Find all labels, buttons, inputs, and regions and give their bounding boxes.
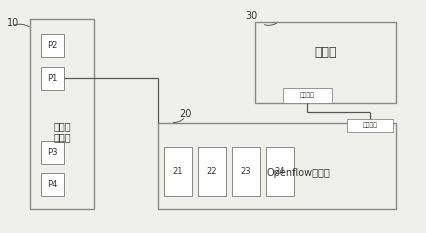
- Bar: [41, 173, 64, 196]
- Bar: [256, 21, 396, 103]
- Bar: [41, 67, 64, 90]
- Text: 收发包
测试仪: 收发包 测试仪: [53, 121, 71, 142]
- Bar: [41, 34, 64, 58]
- Text: 10: 10: [7, 18, 19, 28]
- Text: 控制器: 控制器: [314, 46, 337, 59]
- Text: 20: 20: [179, 109, 191, 119]
- Bar: [232, 147, 260, 196]
- Text: 22: 22: [207, 167, 217, 176]
- Text: P2: P2: [48, 41, 58, 50]
- Text: P1: P1: [48, 74, 58, 83]
- Text: P3: P3: [47, 148, 58, 157]
- Bar: [164, 147, 192, 196]
- Bar: [158, 123, 396, 209]
- Bar: [30, 19, 94, 209]
- Text: 24: 24: [275, 167, 285, 176]
- Text: Openflow交换机: Openflow交换机: [266, 168, 330, 178]
- Text: P4: P4: [48, 180, 58, 189]
- Text: 21: 21: [173, 167, 183, 176]
- Bar: [198, 147, 226, 196]
- Text: 23: 23: [241, 167, 251, 176]
- Bar: [283, 88, 332, 103]
- Bar: [347, 119, 394, 132]
- Text: 30: 30: [245, 11, 257, 21]
- Text: 管控网口: 管控网口: [363, 122, 377, 128]
- Bar: [266, 147, 294, 196]
- Bar: [41, 141, 64, 164]
- Text: 管控网口: 管控网口: [300, 92, 315, 98]
